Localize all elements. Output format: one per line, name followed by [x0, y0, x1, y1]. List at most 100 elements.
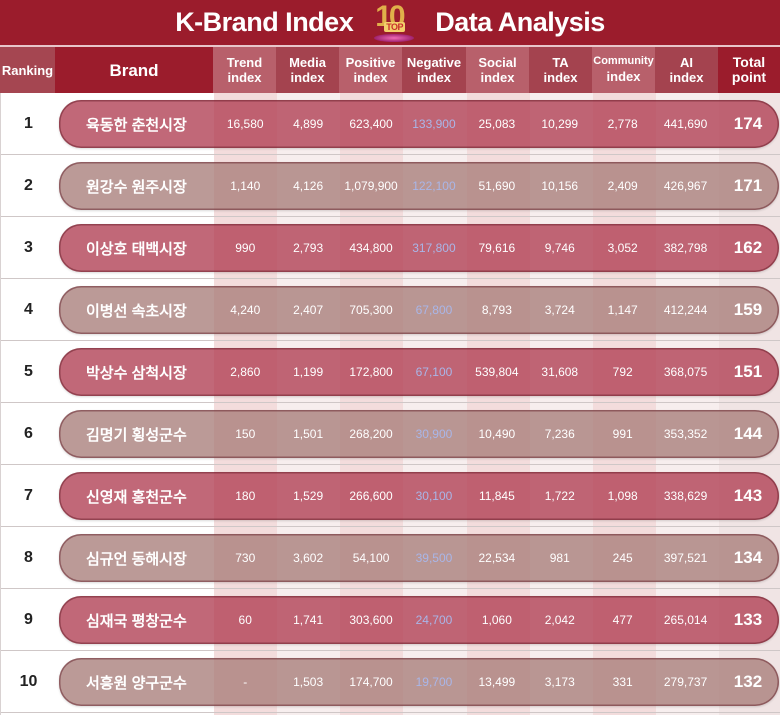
- community-index: 991: [612, 427, 633, 441]
- ai-index: 279,737: [663, 675, 708, 689]
- media-index: 1,529: [293, 489, 324, 503]
- total-point: 132: [733, 672, 763, 691]
- header-negative: Negative index: [402, 47, 466, 93]
- positive-index: 174,700: [349, 675, 393, 689]
- ta-index: 981: [549, 551, 570, 565]
- trend-index: 2,860: [230, 365, 261, 379]
- social-index: 22,534: [478, 551, 516, 565]
- header-label: Total: [732, 54, 766, 70]
- negative-index: 317,800: [412, 241, 456, 255]
- header-label: TA: [552, 55, 569, 70]
- table-row: 3 이상호 태백시장 990 2,793 434,800 317,800 79,…: [1, 217, 780, 279]
- social-index: 13,499: [478, 675, 516, 689]
- header-label: Negative: [406, 55, 462, 70]
- header-label: index: [543, 70, 578, 85]
- table-body: 1 육동한 춘천시장 16,580 4,899 623,400 133,900 …: [0, 93, 780, 715]
- community-index: 2,778: [607, 117, 638, 131]
- community-index: 331: [612, 675, 633, 689]
- ai-index: 368,075: [663, 365, 708, 379]
- ai-index: 426,967: [663, 179, 708, 193]
- positive-index: 54,100: [352, 551, 390, 565]
- negative-index: 19,700: [415, 675, 453, 689]
- header-label: index: [353, 70, 388, 85]
- trend-index: 16,580: [226, 117, 264, 131]
- header-media: Media index: [276, 47, 339, 93]
- rank-number: 1: [24, 115, 33, 132]
- positive-index: 266,600: [349, 489, 393, 503]
- brand-pill: 이상호 태백시장 990 2,793 434,800 317,800 79,61…: [59, 224, 779, 272]
- total-point: 171: [733, 176, 763, 195]
- rank-number: 9: [24, 611, 33, 628]
- negative-index: 39,500: [415, 551, 453, 565]
- table-row: 2 원강수 원주시장 1,140 4,126 1,079,900 122,100…: [1, 155, 780, 217]
- ai-index: 338,629: [663, 489, 708, 503]
- total-point: 151: [733, 362, 763, 381]
- rank-number: 5: [24, 363, 33, 380]
- rank-number: 10: [19, 673, 38, 690]
- ta-index: 2,042: [544, 613, 575, 627]
- media-index: 2,793: [293, 241, 324, 255]
- title-right: Data Analysis: [435, 7, 605, 37]
- brand-name: 육동한 춘천시장: [86, 116, 187, 134]
- table-row: 9 심재국 평창군수 60 1,741 303,600 24,700 1,060…: [1, 589, 780, 651]
- positive-index: 303,600: [349, 613, 393, 627]
- rank-number: 6: [24, 425, 33, 442]
- community-index: 1,098: [607, 489, 638, 503]
- total-point: 143: [733, 486, 763, 505]
- logo-label: TOP: [384, 21, 406, 32]
- trend-index: 180: [235, 489, 256, 503]
- social-index: 79,616: [478, 241, 516, 255]
- header-brand: Brand: [55, 47, 213, 93]
- brand-name: 신영재 홍천군수: [86, 488, 187, 506]
- total-point: 134: [733, 548, 763, 567]
- positive-index: 172,800: [349, 365, 393, 379]
- ta-index: 1,722: [544, 489, 575, 503]
- brand-name: 원강수 원주시장: [86, 178, 187, 196]
- negative-index: 67,800: [415, 303, 453, 317]
- ai-index: 265,014: [663, 613, 708, 627]
- trend-index: 4,240: [230, 303, 261, 317]
- total-point: 133: [733, 610, 763, 629]
- ai-index: 412,244: [663, 303, 708, 317]
- social-index: 11,845: [478, 489, 515, 503]
- rank-number: 2: [24, 177, 33, 194]
- positive-index: 1,079,900: [344, 179, 398, 193]
- header-total: Total point: [718, 47, 780, 93]
- trend-index: 60: [238, 613, 252, 627]
- negative-index: 133,900: [412, 117, 456, 131]
- brand-name: 이병선 속초시장: [86, 302, 187, 320]
- ta-index: 3,173: [544, 675, 575, 689]
- media-index: 4,899: [293, 117, 324, 131]
- media-index: 1,501: [293, 427, 324, 441]
- total-point: 159: [733, 300, 763, 319]
- ta-index: 31,608: [541, 365, 579, 379]
- header-label: index: [227, 70, 262, 85]
- total-point: 144: [733, 424, 763, 443]
- positive-index: 623,400: [349, 117, 393, 131]
- trend-index: 990: [235, 241, 256, 255]
- community-index: 2,409: [607, 179, 638, 193]
- media-index: 1,741: [293, 613, 324, 627]
- ta-index: 10,156: [541, 179, 579, 193]
- ta-index: 9,746: [544, 241, 575, 255]
- community-index: 792: [612, 365, 633, 379]
- header-label: Social: [478, 55, 517, 70]
- social-index: 10,490: [478, 427, 516, 441]
- title-divider: [0, 45, 780, 47]
- community-index: 3,052: [607, 241, 638, 255]
- header-label: Trend: [226, 55, 263, 70]
- negative-index: 122,100: [412, 179, 456, 193]
- total-point: 162: [733, 238, 763, 257]
- community-index: 1,147: [607, 303, 638, 317]
- brand-name: 김명기 횡성군수: [86, 426, 187, 444]
- title-left: K-Brand Index: [175, 7, 354, 37]
- brand-pill: 신영재 홍천군수 180 1,529 266,600 30,100 11,845…: [59, 472, 779, 520]
- header-positive: Positive index: [339, 47, 402, 93]
- header-label: Media: [289, 55, 326, 70]
- negative-index: 30,900: [415, 427, 453, 441]
- brand-name: 서흥원 양구군수: [86, 674, 187, 692]
- positive-index: 268,200: [349, 427, 393, 441]
- table-row: 5 박상수 삼척시장 2,860 1,199 172,800 67,100 53…: [1, 341, 780, 403]
- community-index: 477: [612, 613, 633, 627]
- header-label: index: [606, 69, 641, 84]
